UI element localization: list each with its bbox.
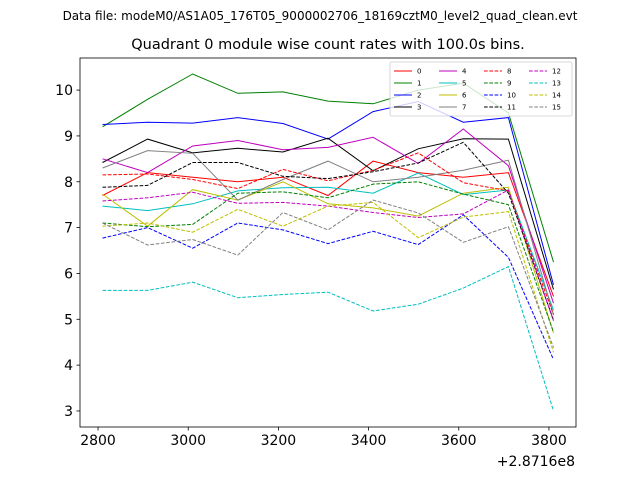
chart-title: Quadrant 0 module wise count rates with …: [131, 37, 525, 53]
x-tick-label: 3400: [351, 433, 387, 449]
legend-box: [389, 61, 573, 117]
series-line-6: [102, 181, 554, 334]
series-line-3: [102, 137, 554, 290]
legend-label-5: 5: [462, 80, 466, 88]
y-tick-label: 3: [64, 404, 73, 420]
legend-label-6: 6: [462, 92, 467, 100]
y-tick-label: 7: [64, 221, 73, 237]
y-tick-label: 8: [64, 175, 73, 191]
series-line-13: [102, 265, 554, 412]
legend-label-13: 13: [552, 80, 561, 88]
series-line-11: [102, 141, 554, 321]
series-line-10: [102, 214, 554, 360]
x-tick-label: 3200: [261, 433, 297, 449]
y-tick-label: 5: [64, 312, 73, 328]
series-line-5: [102, 172, 554, 311]
figure-suptitle: Data file: modeM0/AS1A05_176T05_90000027…: [63, 9, 578, 23]
plot-area: 2800 3000 3200 3400 3600 38003456789100123456…: [55, 57, 577, 449]
y-tick-label: 6: [64, 266, 73, 282]
legend-label-0: 0: [417, 68, 421, 76]
x-tick-label: 3800: [531, 433, 567, 449]
legend-label-11: 11: [507, 104, 516, 112]
legend-label-3: 3: [417, 104, 421, 112]
legend-label-14: 14: [552, 92, 561, 100]
series-line-12: [102, 189, 554, 321]
legend-label-15: 15: [552, 104, 561, 112]
y-tick-label: 10: [55, 83, 73, 99]
series-line-14: [102, 201, 554, 353]
legend-label-2: 2: [417, 92, 421, 100]
y-tick-label: 4: [64, 358, 73, 374]
series-line-9: [102, 181, 554, 333]
x-offset-label: +2.8716e8: [497, 454, 575, 470]
y-tick-label: 9: [64, 129, 73, 145]
legend-label-1: 1: [417, 80, 421, 88]
x-tick-label: 3600: [441, 433, 477, 449]
legend-label-12: 12: [552, 68, 561, 76]
series-line-2: [102, 100, 554, 286]
legend-label-7: 7: [462, 104, 466, 112]
series-line-0: [102, 160, 554, 297]
series-line-15: [102, 199, 554, 348]
series-line-8: [102, 152, 554, 315]
x-tick-label: 3000: [170, 433, 206, 449]
x-tick-label: 2800: [80, 433, 116, 449]
legend-label-10: 10: [507, 92, 516, 100]
series-line-4: [102, 128, 554, 304]
legend-label-8: 8: [507, 68, 511, 76]
legend-label-9: 9: [507, 80, 511, 88]
axes-frame: [79, 57, 577, 428]
series-line-7: [102, 150, 554, 315]
legend-label-4: 4: [462, 68, 467, 76]
